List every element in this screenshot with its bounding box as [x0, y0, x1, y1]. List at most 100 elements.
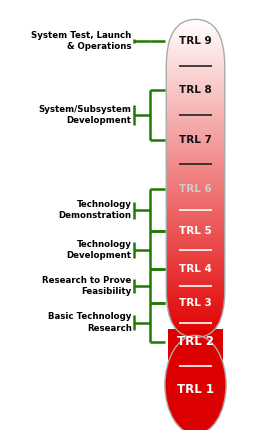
Bar: [166, 21, 225, 22]
Bar: [166, 114, 225, 116]
Bar: [166, 144, 225, 146]
Bar: [166, 218, 225, 220]
Bar: [166, 273, 225, 274]
Bar: [166, 99, 225, 101]
Bar: [166, 35, 225, 36]
Bar: [166, 203, 225, 204]
Bar: [166, 143, 225, 144]
Bar: [166, 237, 225, 238]
Bar: [166, 200, 225, 202]
Bar: [166, 274, 225, 276]
Bar: [166, 322, 225, 324]
Bar: [166, 125, 225, 126]
Bar: [166, 287, 225, 289]
Bar: [166, 273, 225, 275]
Bar: [166, 108, 225, 110]
Bar: [166, 292, 225, 293]
Bar: [166, 257, 225, 258]
Bar: [166, 310, 225, 312]
Bar: [166, 119, 225, 120]
Bar: [166, 46, 225, 48]
Bar: [166, 195, 225, 197]
Bar: [166, 253, 225, 255]
Bar: [166, 135, 225, 136]
Bar: [166, 230, 225, 231]
Bar: [166, 67, 225, 68]
Bar: [166, 175, 225, 176]
Bar: [166, 269, 225, 271]
Bar: [166, 229, 225, 230]
Bar: [166, 80, 225, 82]
Bar: [166, 36, 225, 37]
Bar: [166, 276, 225, 278]
Bar: [166, 231, 225, 233]
Bar: [166, 149, 225, 151]
Bar: [166, 139, 225, 140]
Bar: [166, 282, 225, 283]
Bar: [166, 201, 225, 203]
Bar: [166, 279, 225, 280]
Bar: [166, 321, 225, 322]
Text: TRL 4: TRL 4: [179, 264, 212, 274]
Bar: [166, 262, 225, 263]
Bar: [166, 153, 225, 154]
Bar: [166, 286, 225, 288]
Bar: [166, 261, 225, 262]
Bar: [166, 61, 225, 63]
Bar: [166, 178, 225, 179]
Bar: [166, 215, 225, 217]
Bar: [166, 148, 225, 150]
Bar: [166, 94, 225, 96]
Bar: [166, 19, 225, 20]
Bar: [166, 163, 225, 165]
Bar: [166, 184, 225, 186]
Bar: [166, 131, 225, 133]
Bar: [166, 326, 225, 327]
Bar: [166, 114, 225, 115]
Bar: [166, 297, 225, 298]
Bar: [166, 182, 225, 184]
Bar: [166, 210, 225, 211]
Bar: [166, 110, 225, 112]
Bar: [166, 304, 225, 306]
Bar: [166, 25, 225, 27]
Bar: [166, 326, 225, 328]
Bar: [166, 323, 225, 325]
Bar: [166, 89, 225, 90]
Bar: [166, 226, 225, 227]
Bar: [166, 75, 225, 77]
Bar: [166, 239, 225, 240]
Circle shape: [165, 335, 226, 430]
Bar: [166, 50, 225, 51]
Bar: [166, 117, 225, 119]
Bar: [166, 112, 225, 114]
Bar: [166, 174, 225, 175]
Bar: [166, 42, 225, 44]
Bar: [166, 196, 225, 197]
Bar: [166, 172, 225, 173]
Bar: [166, 206, 225, 207]
Bar: [166, 133, 225, 135]
Bar: [166, 316, 225, 317]
Bar: [166, 302, 225, 304]
Bar: [166, 158, 225, 160]
Bar: [166, 208, 225, 209]
Bar: [166, 209, 225, 210]
Bar: [166, 190, 225, 191]
Bar: [166, 147, 225, 149]
Bar: [166, 162, 225, 163]
Bar: [166, 180, 225, 181]
Bar: [166, 214, 225, 215]
Bar: [166, 93, 225, 95]
Bar: [166, 80, 225, 81]
Bar: [166, 266, 225, 267]
Bar: [166, 295, 225, 296]
Bar: [166, 56, 225, 58]
Bar: [166, 198, 225, 200]
Bar: [166, 318, 225, 319]
Bar: [166, 242, 225, 243]
Bar: [166, 280, 225, 281]
Bar: [166, 194, 225, 195]
Bar: [166, 243, 225, 244]
Bar: [166, 49, 225, 50]
